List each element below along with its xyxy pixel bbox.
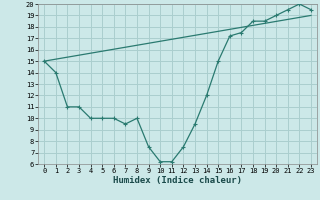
X-axis label: Humidex (Indice chaleur): Humidex (Indice chaleur) [113, 176, 242, 185]
